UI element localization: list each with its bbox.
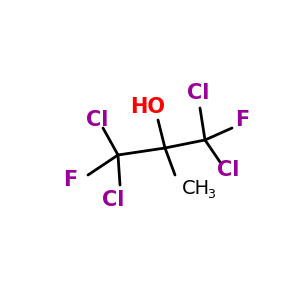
Text: Cl: Cl xyxy=(86,110,108,130)
Text: CH: CH xyxy=(182,178,210,197)
Text: Cl: Cl xyxy=(187,83,209,103)
Text: Cl: Cl xyxy=(102,190,124,210)
Text: F: F xyxy=(63,170,77,190)
Text: F: F xyxy=(235,110,249,130)
Text: Cl: Cl xyxy=(217,160,239,180)
Text: HO: HO xyxy=(130,97,166,117)
Text: 3: 3 xyxy=(207,188,215,200)
